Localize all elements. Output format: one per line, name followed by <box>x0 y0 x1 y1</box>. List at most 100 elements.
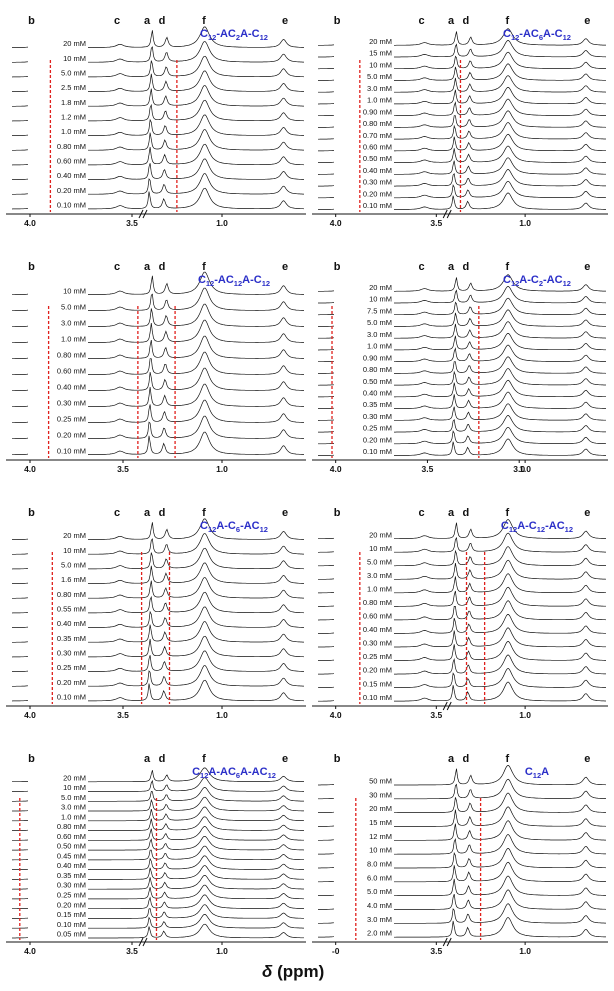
axis-break-mark <box>446 937 452 947</box>
x-axis-title-symbol: δ <box>262 962 273 981</box>
concentration-label-bg <box>28 919 88 930</box>
concentration-label: 0.25 mM <box>363 652 392 661</box>
concentration-label: 0.50 mM <box>363 377 392 386</box>
concentration-label: 1.8 mM <box>61 98 86 107</box>
concentration-label: 0.60 mM <box>363 142 392 151</box>
peak-label-b: b <box>28 261 35 273</box>
x-tick-label: 1.0 <box>519 218 531 228</box>
peak-label-e: e <box>584 753 590 765</box>
axis-break-mark <box>142 209 148 219</box>
concentration-label-bg <box>334 886 394 897</box>
peak-label-b: b <box>334 753 341 765</box>
concentration-label: 3.0 mM <box>61 318 86 327</box>
concentration-label: 0.20 mM <box>363 189 392 198</box>
concentration-label-bg <box>28 870 88 881</box>
x-tick-label: 4.0 <box>24 710 36 720</box>
concentration-label-bg <box>28 200 88 211</box>
concentration-label-bg <box>334 556 394 567</box>
concentration-label-bg <box>28 618 88 629</box>
concentration-label-bg <box>334 165 394 176</box>
concentration-label-bg <box>28 141 88 152</box>
concentration-label-bg <box>334 364 394 375</box>
concentration-label: 0.60 mM <box>57 832 86 841</box>
concentration-label: 0.50 mM <box>57 842 86 851</box>
concentration-label-bg <box>28 301 88 312</box>
peak-label-d: d <box>463 261 470 273</box>
concentration-label-bg <box>28 604 88 615</box>
concentration-label: 10 mM <box>369 295 392 304</box>
concentration-label-bg <box>334 59 394 70</box>
concentration-label-bg <box>28 112 88 123</box>
concentration-label: 0.20 mM <box>57 678 86 687</box>
concentration-label: 0.25 mM <box>57 890 86 899</box>
axis-break-mark <box>138 937 144 947</box>
concentration-label-bg <box>334 188 394 199</box>
compound-title: C12A-C6-AC12 <box>200 520 268 534</box>
concentration-label: 0.10 mM <box>363 693 392 702</box>
concentration-label: 5.0 mM <box>367 557 392 566</box>
concentration-label: 10 mM <box>63 54 86 63</box>
concentration-label: 0.45 mM <box>57 851 86 860</box>
concentration-label-bg <box>28 821 88 832</box>
x-tick-label: 1.0 <box>216 710 228 720</box>
concentration-label: 5.0 mM <box>61 561 86 570</box>
concentration-label-bg <box>28 792 88 803</box>
concentration-label: 10 mM <box>369 846 392 855</box>
concentration-label-bg <box>334 341 394 352</box>
concentration-label: 0.70 mM <box>363 131 392 140</box>
peak-label-c: c <box>418 507 424 519</box>
concentration-label-bg <box>28 97 88 108</box>
x-tick-label: 3.5 <box>117 710 129 720</box>
compound-title: C12A-AC6A-AC12 <box>192 766 276 780</box>
axis-break-mark <box>138 209 144 219</box>
concentration-label: 0.40 mM <box>57 382 86 391</box>
x-tick-label: 3.5 <box>126 946 138 956</box>
concentration-label-bg <box>28 889 88 900</box>
concentration-label-bg <box>334 352 394 363</box>
concentration-label: 0.40 mM <box>57 619 86 628</box>
concentration-label: 0.20 mM <box>57 430 86 439</box>
concentration-label-bg <box>334 83 394 94</box>
concentration-label: 0.40 mM <box>363 166 392 175</box>
peak-label-a: a <box>144 15 151 27</box>
x-tick-label: 1.0 <box>216 946 228 956</box>
concentration-label: 0.20 mM <box>57 900 86 909</box>
concentration-label: 1.0 mM <box>367 96 392 105</box>
concentration-label-bg <box>28 170 88 181</box>
concentration-label: 3.0 mM <box>61 803 86 812</box>
concentration-label-bg <box>28 285 88 296</box>
concentration-label-bg <box>28 333 88 344</box>
concentration-label: 0.30 mM <box>57 398 86 407</box>
concentration-label-bg <box>28 365 88 376</box>
concentration-label-bg <box>334 776 394 787</box>
concentration-label: 0.80 mM <box>57 350 86 359</box>
concentration-label: 3.0 mM <box>367 330 392 339</box>
peak-label-e: e <box>282 261 288 273</box>
concentration-label-bg <box>28 82 88 93</box>
concentration-label: 30 mM <box>369 790 392 799</box>
concentration-label-bg <box>28 589 88 600</box>
concentration-label: 0.80 mM <box>363 365 392 374</box>
concentration-label-bg <box>28 880 88 891</box>
concentration-label: 1.0 mM <box>61 812 86 821</box>
peak-label-b: b <box>28 15 35 27</box>
concentration-label-bg <box>334 583 394 594</box>
concentration-label: 0.25 mM <box>57 414 86 423</box>
concentration-label: 0.80 mM <box>363 119 392 128</box>
concentration-label: 20 mM <box>369 37 392 46</box>
x-tick-label: 3.5 <box>126 218 138 228</box>
concentration-label: 0.60 mM <box>363 612 392 621</box>
compound-title: C12-AC6A-C12 <box>503 28 571 42</box>
concentration-label-bg <box>28 772 88 783</box>
concentration-label-bg <box>334 900 394 911</box>
concentration-label: 0.80 mM <box>57 142 86 151</box>
x-tick-label: 1.0 <box>519 464 531 474</box>
concentration-label: 20 mM <box>63 39 86 48</box>
peak-label-e: e <box>584 261 590 273</box>
peak-label-c: c <box>418 15 424 27</box>
concentration-label: 1.0 mM <box>367 584 392 593</box>
peak-label-b: b <box>334 261 341 273</box>
concentration-label-bg <box>334 570 394 581</box>
concentration-label: 0.60 mM <box>57 157 86 166</box>
concentration-label-bg <box>334 638 394 649</box>
